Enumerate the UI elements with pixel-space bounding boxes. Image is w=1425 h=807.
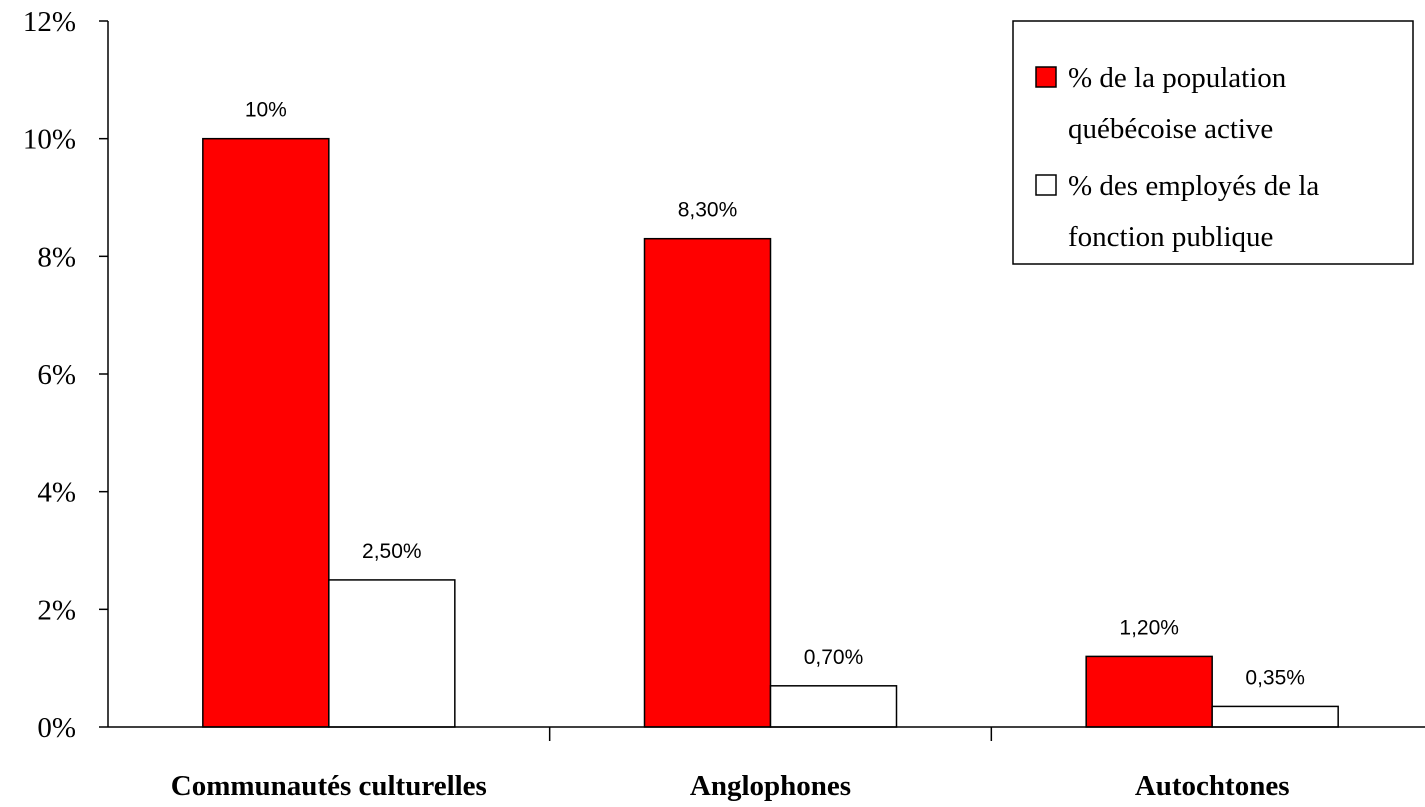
bar-population-0: [202, 137, 330, 728]
y-ticks-group: 0% 2% 4% 6% 8% 10% 12%: [23, 6, 108, 744]
legend-box: [1012, 20, 1414, 265]
y-tick-label: 2%: [37, 594, 76, 626]
category-label: Anglophones: [690, 770, 851, 802]
bar-employes-1: [769, 685, 898, 728]
category-labels-group: Communautés culturelles Anglophones Autoch…: [171, 770, 1290, 802]
category-label: Autochtones: [1135, 770, 1290, 802]
legend: % de la population québécoise active % d…: [1012, 20, 1414, 265]
y-tick-label: 6%: [37, 359, 76, 391]
x-ticks-group: [548, 727, 993, 741]
legend-label-population-line1: % de la population: [1068, 62, 1287, 94]
data-label: 8,30%: [678, 199, 738, 222]
y-tick-label: 0%: [37, 712, 76, 744]
bar-employes-0: [328, 579, 456, 728]
data-labels-group: 10% 2,50% 8,30% 0,70% 1,20% 0,35%: [245, 99, 1305, 690]
y-tick-label: 4%: [37, 477, 76, 509]
data-label: 2,50%: [362, 540, 422, 563]
y-tick-label: 8%: [37, 241, 76, 273]
legend-swatch-employes: [1035, 174, 1057, 196]
data-label: 10%: [245, 99, 287, 122]
legend-label-employes-line2: fonction publique: [1068, 221, 1273, 253]
y-tick-label: 12%: [23, 6, 76, 38]
y-tick-label: 10%: [23, 124, 76, 156]
data-label: 0,35%: [1245, 666, 1305, 689]
legend-label-employes-line1: % des employés de la: [1068, 170, 1319, 202]
bars-group: [202, 137, 1339, 728]
bar-employes-2: [1211, 705, 1339, 728]
data-label: 0,70%: [804, 646, 864, 669]
category-label: Communautés culturelles: [171, 770, 487, 802]
bar-population-1: [643, 237, 772, 728]
data-label: 1,20%: [1119, 616, 1179, 639]
legend-swatch-population: [1035, 66, 1057, 88]
bar-population-2: [1085, 655, 1213, 728]
legend-label-population-line2: québécoise active: [1068, 113, 1273, 145]
